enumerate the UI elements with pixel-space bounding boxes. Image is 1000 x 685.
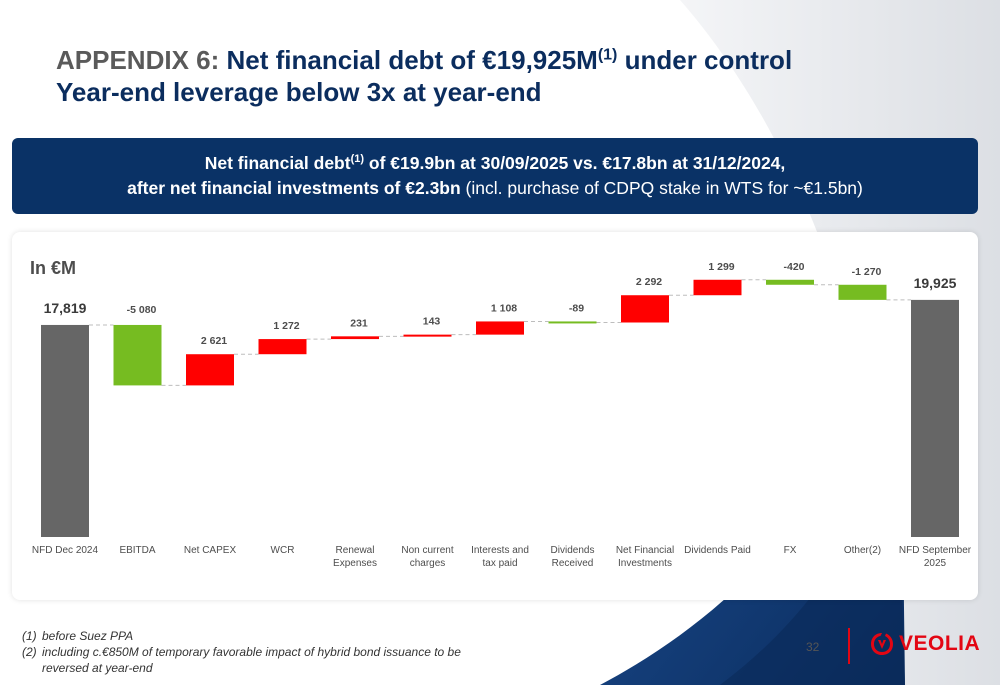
category-label: Dividends Paid (684, 545, 751, 556)
page-number: 32 (806, 640, 820, 654)
waterfall-bar (41, 324, 89, 537)
waterfall-bar (693, 279, 742, 296)
title-prefix: APPENDIX 6: (56, 45, 227, 75)
waterfall-bar (258, 339, 307, 355)
banner-footnote-ref: (1) (350, 153, 365, 166)
bar-value-label: 1 272 (273, 320, 299, 332)
category-label: WCR (271, 545, 295, 556)
bar-value-label: 143 (423, 316, 441, 328)
bar-value-label: 17,819 (44, 300, 87, 316)
waterfall-bar (911, 299, 959, 537)
footnote-1-text: before Suez PPA (42, 629, 134, 643)
footer-divider (848, 628, 850, 664)
title-footnote-ref: (1) (597, 46, 618, 64)
category-label: Other(2) (844, 545, 881, 556)
bar-value-label: 231 (350, 317, 368, 329)
bar-value-label: 1 299 (708, 261, 734, 273)
banner-line1-a: Net financial debt (204, 153, 351, 173)
category-label: NFD September 2025 (899, 545, 972, 569)
category-label: Interests and tax paid (471, 545, 529, 569)
slide-title: APPENDIX 6: Net financial debt of €19,92… (56, 44, 956, 108)
title-line-1: APPENDIX 6: Net financial debt of €19,92… (56, 44, 956, 76)
bar-value-label: -5 080 (127, 304, 157, 316)
category-label: Net Financial Investments (616, 545, 674, 569)
waterfall-bar (113, 324, 162, 386)
veolia-logo-icon (871, 633, 893, 655)
category-label: Dividends Received (551, 545, 595, 569)
category-label: NFD Dec 2024 (32, 545, 99, 556)
footnote-2: (2) including c.€850M of temporary favora… (22, 644, 492, 676)
veolia-logo-text: VEOLIA (899, 632, 981, 655)
banner-line-1: Net financial debt(1) of €19.9bn at 30/0… (12, 151, 978, 176)
banner-line2-bold: after net financial investments of €2.3b… (127, 178, 461, 198)
veolia-logo: VEOLIA (868, 630, 980, 658)
bar-value-label: 2 292 (636, 276, 662, 288)
footnotes: (1) before Suez PPA (2) including c.€850M … (22, 628, 492, 676)
waterfall-bar (331, 336, 379, 340)
footnote-2-num: (2) (22, 645, 37, 659)
waterfall-bar (766, 279, 814, 285)
banner-line1-b: of €19.9bn at 30/09/2025 vs. €17.8bn at … (364, 153, 786, 173)
title-main: Net financial debt of €19,925M (226, 45, 598, 75)
footnote-2-text: including c.€850M of temporary favorable… (42, 645, 461, 675)
bar-value-label: 1 108 (491, 302, 517, 314)
category-label: EBITDA (119, 545, 155, 556)
bar-value-label: -89 (569, 302, 584, 314)
summary-banner: Net financial debt(1) of €19.9bn at 30/0… (12, 138, 978, 214)
waterfall-bar (476, 321, 524, 335)
chart-panel (12, 232, 978, 600)
waterfall-bar (186, 354, 234, 386)
banner-line2-normal: (incl. purchase of CDPQ stake in WTS for… (460, 178, 863, 198)
bar-value-label: 2 621 (201, 335, 227, 347)
category-label: Renewal Expenses (333, 545, 377, 569)
bar-value-label: 19,925 (914, 275, 957, 291)
title-end: under control (617, 45, 793, 75)
category-label: FX (784, 545, 797, 556)
category-label: Non current charges (401, 545, 453, 569)
unit-label: In €M (30, 258, 77, 278)
waterfall-bar (621, 295, 669, 323)
footnote-1: (1) before Suez PPA (22, 628, 492, 644)
bar-value-label: -1 270 (852, 266, 882, 278)
footnote-1-num: (1) (22, 629, 37, 643)
waterfall-bar (548, 321, 597, 324)
banner-line-2: after net financial investments of €2.3b… (12, 176, 978, 201)
category-label: Net CAPEX (184, 545, 237, 556)
waterfall-bar (838, 284, 887, 300)
title-line-2: Year-end leverage below 3x at year-end (56, 77, 542, 107)
waterfall-bar (403, 334, 452, 337)
bar-value-label: -420 (783, 261, 804, 273)
